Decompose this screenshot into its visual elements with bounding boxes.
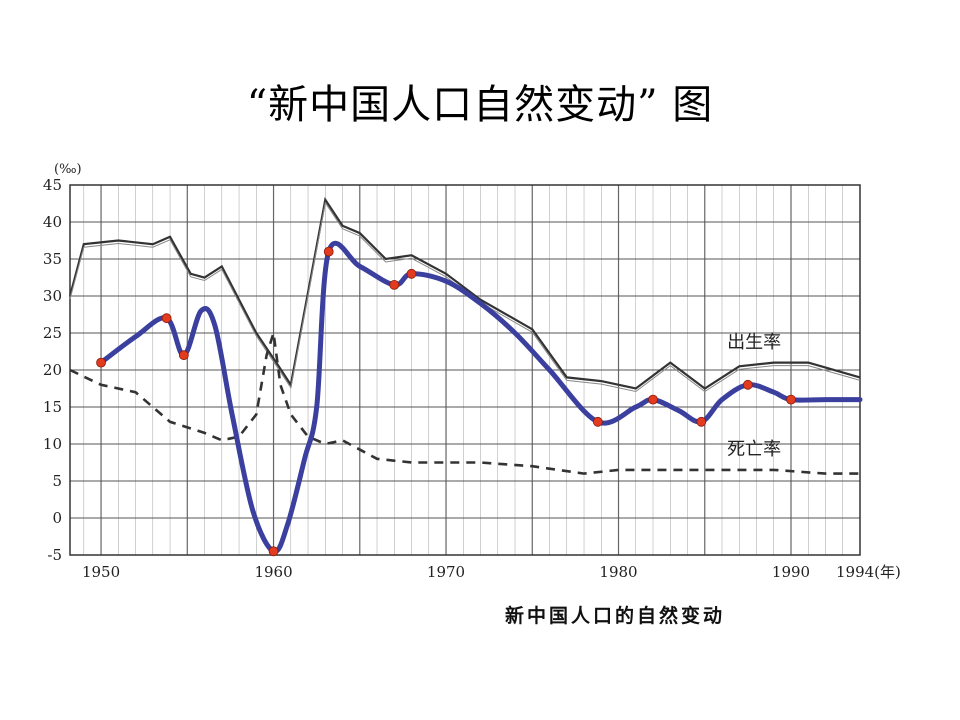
x-tick-label: 1970 [427,563,465,581]
highlight-point [786,394,796,405]
slide-title: “新中国人口自然变动” 图 [246,82,714,128]
y-tick-label: 35 [43,250,62,268]
y-tick-label: 45 [43,176,62,194]
y-tick-label: 15 [43,398,62,416]
y-tick-label: 40 [43,213,62,231]
y-tick-label: 30 [43,287,62,305]
chart-grid [70,184,861,556]
x-tick-label: 1990 [772,563,810,581]
y-tick-label: 25 [43,324,62,342]
x-axis-ticks: 1950 1960 1970 1980 1990 1994(年) [82,563,901,581]
y-tick-label: 20 [43,361,62,379]
death-rate-label: 死亡率 [727,439,781,460]
y-tick-label: -5 [47,546,62,564]
highlight-point [178,350,189,361]
x-tick-label: 1960 [254,563,292,581]
birth-rate-line [68,196,861,390]
y-tick-label: 0 [52,509,62,527]
birth-rate-label: 出生率 [727,332,781,353]
highlight-points [96,246,796,557]
highlight-point [742,379,753,390]
highlight-point [406,268,417,279]
y-unit-label: (‰) [54,162,82,177]
y-axis-ticks: 45 40 35 30 25 20 15 10 5 0 -5 [43,176,62,564]
natural-growth-line [98,240,863,555]
y-tick-label: 5 [52,472,62,490]
highlight-point [389,279,400,290]
x-tick-label: 1994(年) [836,563,901,581]
highlight-point [323,246,334,257]
highlight-point [96,357,106,368]
chart-caption: 新中国人口的自然变动 [505,604,725,627]
highlight-point [592,416,603,427]
x-tick-label: 1950 [82,563,120,581]
birth-rate-line-shadow [69,201,861,393]
y-tick-label: 10 [43,435,62,453]
highlight-point [696,416,707,427]
highlight-point [161,313,172,324]
highlight-point [648,394,658,405]
x-tick-label: 1980 [599,563,637,581]
highlight-point [268,546,279,557]
series-layer [68,196,863,555]
